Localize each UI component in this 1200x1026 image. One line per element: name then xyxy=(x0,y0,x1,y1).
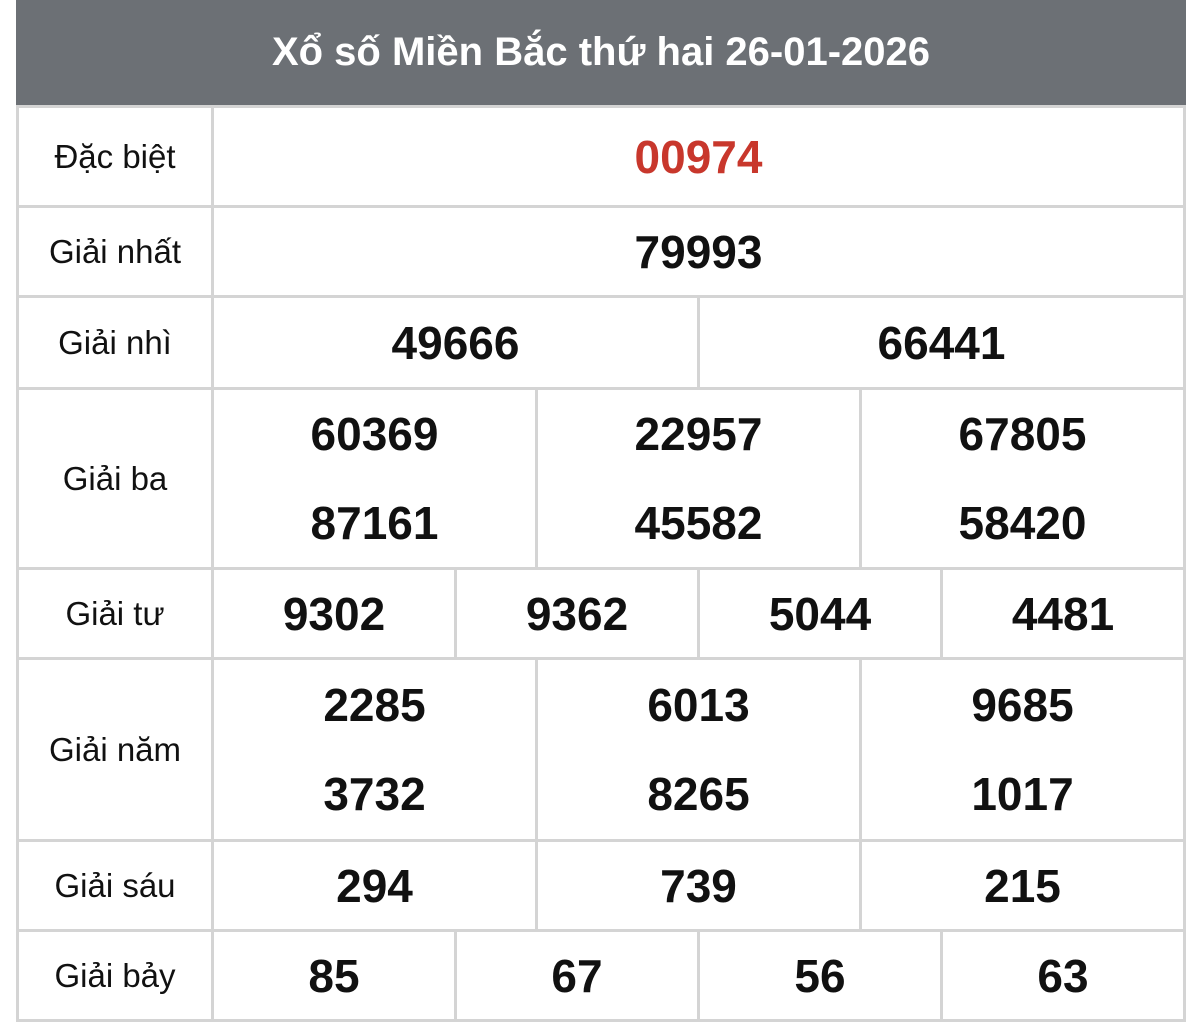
prize-cell: 739 xyxy=(538,842,862,929)
prize-number: 67805 xyxy=(958,408,1087,461)
prize-cell: 4481 xyxy=(943,570,1183,657)
prize-number: 67 xyxy=(551,949,603,1002)
prize-number: 294 xyxy=(336,859,413,912)
prize-cell: 60369 87161 xyxy=(214,390,538,567)
prize-row-sixth: Giải sáu 294 739 215 xyxy=(16,842,1186,932)
prize-cell: 79993 xyxy=(214,208,1183,295)
prize-cell: 6013 8265 xyxy=(538,660,862,839)
prize-number: 5044 xyxy=(768,587,872,640)
prize-row-first: Giải nhất 79993 xyxy=(16,208,1186,298)
prize-label: Giải ba xyxy=(19,390,214,567)
prize-number: 4481 xyxy=(1011,587,1115,640)
prize-number: 9362 xyxy=(525,587,629,640)
prize-label: Giải bảy xyxy=(19,932,214,1019)
prize-cell: 00974 xyxy=(214,108,1183,205)
prize-cell: 67805 58420 xyxy=(862,390,1183,567)
prize-number: 6013 xyxy=(647,678,750,731)
prize-number: 56 xyxy=(794,949,846,1002)
prize-number: 87161 xyxy=(310,496,439,549)
prize-cell: 56 xyxy=(700,932,943,1019)
prize-cell: 85 xyxy=(214,932,457,1019)
prize-number: 739 xyxy=(660,859,737,912)
prize-row-second: Giải nhì 49666 66441 xyxy=(16,298,1186,390)
prize-cell: 63 xyxy=(943,932,1183,1019)
prize-row-special: Đặc biệt 00974 xyxy=(16,108,1186,208)
prize-cell: 22957 45582 xyxy=(538,390,862,567)
prize-cell: 66441 xyxy=(700,298,1183,387)
prize-number: 9685 xyxy=(971,678,1074,731)
prize-row-fourth: Giải tư 9302 9362 5044 4481 xyxy=(16,570,1186,660)
prize-row-seventh: Giải bảy 85 67 56 63 xyxy=(16,932,1186,1022)
prize-row-fifth: Giải năm 2285 3732 6013 8265 9685 1017 xyxy=(16,660,1186,842)
prize-label: Đặc biệt xyxy=(19,108,214,205)
prize-row-third: Giải ba 60369 87161 22957 45582 67805 58420 xyxy=(16,390,1186,570)
prize-number: 8265 xyxy=(647,768,750,821)
prize-label: Giải sáu xyxy=(19,842,214,929)
prize-number: 85 xyxy=(308,949,360,1002)
results-table: Xổ số Miền Bắc thứ hai 26-01-2026 Đặc bi… xyxy=(16,0,1186,1022)
prize-number: 1017 xyxy=(971,768,1074,821)
prize-cell: 5044 xyxy=(700,570,943,657)
prize-number: 79993 xyxy=(634,225,763,278)
prize-number: 45582 xyxy=(634,496,763,549)
prize-number: 66441 xyxy=(877,316,1006,369)
prize-number: 215 xyxy=(984,859,1061,912)
prize-label: Giải năm xyxy=(19,660,214,839)
prize-label: Giải tư xyxy=(19,570,214,657)
prize-number: 58420 xyxy=(958,496,1087,549)
prize-cell: 9685 1017 xyxy=(862,660,1183,839)
prize-cell: 2285 3732 xyxy=(214,660,538,839)
special-prize-number: 00974 xyxy=(634,130,763,183)
prize-number: 60369 xyxy=(310,408,439,461)
prize-number: 3732 xyxy=(323,768,426,821)
prize-number: 22957 xyxy=(634,408,763,461)
prize-number: 63 xyxy=(1037,949,1089,1002)
table-title: Xổ số Miền Bắc thứ hai 26-01-2026 xyxy=(16,0,1186,108)
prize-cell: 9302 xyxy=(214,570,457,657)
prize-number: 9302 xyxy=(282,587,386,640)
prize-number: 2285 xyxy=(323,678,426,731)
prize-cell: 9362 xyxy=(457,570,700,657)
prize-label: Giải nhất xyxy=(19,208,214,295)
prize-number: 49666 xyxy=(391,316,520,369)
prize-cell: 49666 xyxy=(214,298,700,387)
prize-cell: 215 xyxy=(862,842,1183,929)
prize-cell: 67 xyxy=(457,932,700,1019)
prize-label: Giải nhì xyxy=(19,298,214,387)
prize-cell: 294 xyxy=(214,842,538,929)
